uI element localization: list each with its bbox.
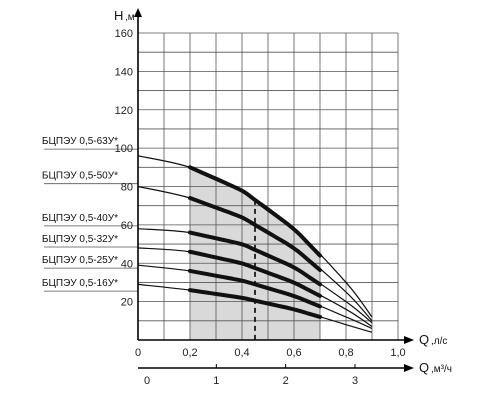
x2-tick-label: 1 bbox=[213, 375, 219, 387]
x-axis-title: Q bbox=[419, 332, 429, 347]
series-curve-working-range bbox=[188, 230, 322, 287]
y-axis-arrow bbox=[134, 8, 142, 17]
x-tick-label: 0,2 bbox=[182, 347, 197, 359]
x-tick-label: 0,6 bbox=[286, 347, 301, 359]
series-label: БЦПЭУ 0,5-25У* bbox=[42, 255, 118, 266]
y-tick-label: 80 bbox=[121, 182, 133, 194]
series-curve-working-range bbox=[188, 249, 322, 298]
x-tick-label: 1,0 bbox=[390, 347, 405, 359]
y-tick-label: 20 bbox=[121, 297, 133, 309]
x2-axis-title: Q bbox=[419, 360, 429, 375]
x-tick-label: 0 bbox=[135, 347, 141, 359]
x2-axis-arrow bbox=[404, 364, 414, 372]
x2-axis-unit: ,м³/ч bbox=[431, 364, 452, 375]
series-label: БЦПЭУ 0,5-40У* bbox=[42, 213, 118, 224]
series-label: БЦПЭУ 0,5-50У* bbox=[42, 171, 118, 182]
x-axis-arrow bbox=[404, 336, 414, 344]
x2-tick-label: 3 bbox=[352, 375, 358, 387]
series-curve-working-range bbox=[188, 268, 322, 309]
y-tick-label: 40 bbox=[121, 258, 133, 270]
y-tick-label: 100 bbox=[115, 143, 133, 155]
series-curve-working-range bbox=[188, 288, 322, 319]
y-tick-label: 60 bbox=[121, 220, 133, 232]
series-curve-working-range bbox=[188, 196, 322, 272]
x2-tick-label: 0 bbox=[144, 375, 150, 387]
y-axis-title: H bbox=[114, 8, 123, 23]
x-tick-label: 0,4 bbox=[234, 347, 249, 359]
series-label: БЦПЭУ 0,5-32У* bbox=[42, 234, 118, 245]
series-label: БЦПЭУ 0,5-63У* bbox=[42, 136, 118, 147]
series-curve-working-range bbox=[188, 165, 322, 258]
y-tick-label: 160 bbox=[115, 28, 133, 40]
y-axis-unit: ,м bbox=[125, 12, 135, 23]
y-tick-label: 120 bbox=[115, 105, 133, 117]
x-axis-unit: ,л/с bbox=[431, 336, 447, 347]
series-label: БЦПЭУ 0,5-16У* bbox=[42, 278, 118, 289]
x-tick-label: 0,8 bbox=[338, 347, 353, 359]
y-tick-label: 140 bbox=[115, 66, 133, 78]
x2-tick-label: 2 bbox=[283, 375, 289, 387]
